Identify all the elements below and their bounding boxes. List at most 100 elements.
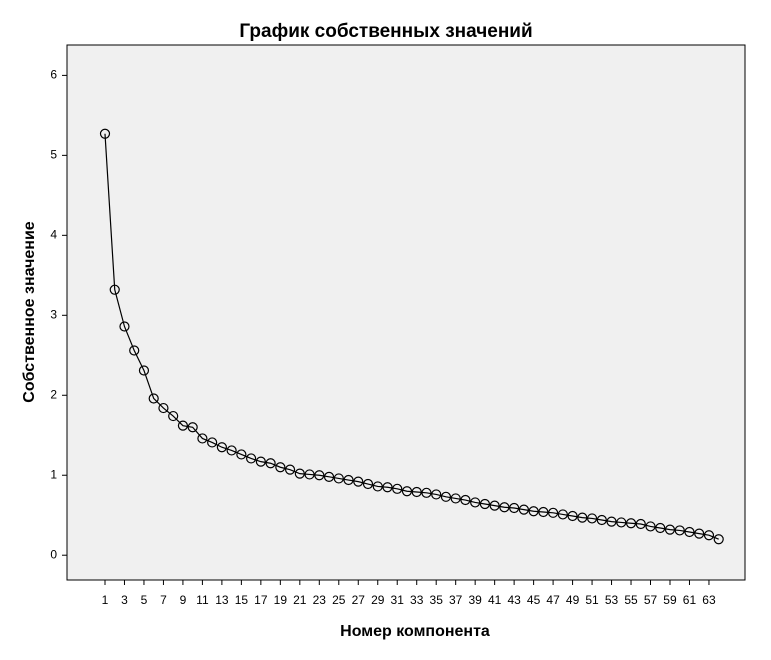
data-point (557, 509, 568, 520)
x-tick-label: 47 (546, 593, 560, 607)
x-tick-label: 45 (527, 593, 541, 607)
data-point (586, 513, 598, 524)
x-tick-label: 49 (566, 593, 580, 607)
data-point (275, 462, 286, 473)
data-point (518, 504, 529, 515)
x-tick-label: 53 (605, 593, 619, 607)
x-tick-label: 57 (644, 593, 658, 607)
data-point (703, 530, 715, 541)
data-point (450, 493, 461, 504)
x-tick-label: 23 (313, 593, 327, 607)
y-tick-label: 1 (50, 467, 57, 481)
data-point (635, 518, 646, 530)
y-axis-label: Собственное значение (21, 221, 38, 403)
x-tick-label: 17 (254, 593, 268, 607)
x-tick-label: 9 (180, 593, 187, 607)
data-point (236, 449, 247, 460)
y-tick-label: 6 (50, 68, 57, 82)
x-axis-label: Номер компонента (340, 623, 490, 640)
data-point (109, 284, 120, 295)
x-tick-label: 5 (141, 593, 148, 607)
y-tick-label: 5 (50, 148, 57, 162)
x-tick-label: 15 (235, 593, 249, 607)
x-tick-label: 13 (215, 593, 229, 607)
data-point (284, 464, 296, 475)
data-point (304, 469, 315, 480)
data-point (372, 481, 383, 492)
data-point (333, 473, 344, 484)
data-point (138, 365, 150, 376)
data-point (538, 506, 549, 518)
data-point (713, 534, 724, 545)
x-tick-label: 43 (507, 593, 521, 607)
x-tick-label: 11 (196, 593, 209, 607)
data-point (421, 487, 432, 498)
data-point (401, 486, 413, 497)
data-point (528, 506, 539, 517)
x-tick-label: 59 (663, 593, 677, 607)
data-point (216, 442, 227, 453)
data-point (294, 468, 305, 479)
data-point (226, 445, 237, 456)
x-tick-label: 35 (430, 593, 444, 607)
x-tick-label: 25 (332, 593, 346, 607)
data-point (460, 494, 471, 506)
x-tick-label: 63 (702, 593, 716, 607)
data-point (207, 437, 218, 448)
data-point (129, 345, 140, 356)
data-point (411, 486, 422, 498)
x-tick-label: 41 (488, 593, 502, 607)
data-point (470, 497, 481, 508)
data-point (158, 402, 169, 414)
y-tick-label: 0 (50, 547, 57, 561)
data-point (655, 522, 666, 534)
data-point (168, 410, 179, 422)
data-point (684, 526, 695, 538)
x-tick-label: 55 (624, 593, 638, 607)
data-point (489, 500, 500, 511)
data-point (440, 491, 452, 502)
data-point (323, 471, 335, 482)
data-point (499, 502, 510, 513)
y-tick-label: 2 (50, 387, 57, 401)
y-tick-label: 3 (50, 307, 57, 321)
data-point (187, 422, 198, 433)
data-point (625, 518, 637, 529)
x-tick-label: 19 (274, 593, 288, 607)
data-point (694, 528, 705, 539)
data-point (596, 514, 607, 526)
chart-title: График собственных значений (239, 21, 532, 42)
data-point (246, 453, 257, 464)
x-tick-label: 39 (468, 593, 482, 607)
x-tick-label: 1 (102, 593, 109, 607)
plot-area (66, 44, 746, 581)
x-tick-label: 3 (121, 593, 128, 607)
data-point (362, 478, 374, 490)
data-point (353, 476, 364, 487)
data-point (119, 321, 130, 332)
data-point (547, 507, 559, 518)
data-point (255, 456, 266, 467)
data-point (606, 516, 617, 527)
data-point (577, 512, 588, 523)
x-tick-label: 37 (449, 593, 463, 607)
x-tick-label: 33 (410, 593, 424, 607)
x-tick-label: 7 (160, 593, 167, 607)
data-point (645, 521, 656, 532)
data-point (265, 458, 276, 469)
data-point (674, 525, 685, 536)
data-point (382, 482, 393, 493)
data-point (177, 420, 189, 431)
data-point (431, 489, 442, 500)
data-point (148, 393, 159, 404)
data-point (343, 474, 354, 486)
x-tick-label: 51 (585, 593, 599, 607)
data-point (314, 470, 325, 481)
data-point (197, 433, 208, 444)
data-point (99, 128, 111, 139)
x-tick-label: 29 (371, 593, 385, 607)
data-point (392, 483, 403, 494)
x-tick-label: 31 (391, 593, 405, 607)
